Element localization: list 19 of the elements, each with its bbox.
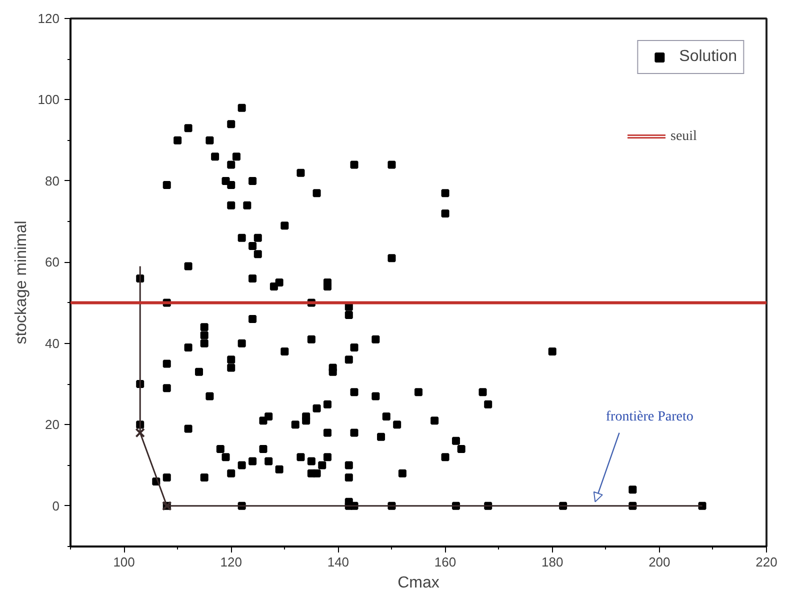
y-tick-label: 40	[45, 336, 60, 351]
x-tick-label: 200	[648, 554, 670, 570]
y-tick-label: 120	[38, 11, 60, 26]
annotation: frontière Pareto	[606, 410, 694, 425]
y-tick-label: 0	[52, 498, 60, 514]
x-tick-label: 140	[327, 554, 350, 570]
y-tick-label: 80	[45, 173, 60, 188]
y-tick-label: 20	[45, 417, 60, 432]
y-axis-title: stockage minimal	[12, 220, 30, 344]
legend-label: seuil	[670, 129, 698, 144]
x-axis-title: Cmax	[398, 574, 440, 592]
legend-label: Solution	[679, 48, 737, 66]
x-tick-label: 120	[220, 554, 242, 570]
x-tick-label: 220	[756, 554, 778, 570]
x-tick-label: 100	[113, 554, 135, 570]
x-tick-label: 180	[542, 554, 564, 570]
y-tick-label: 60	[45, 254, 60, 270]
x-tick-label: 160	[434, 554, 456, 570]
y-tick-label: 100	[38, 92, 60, 108]
